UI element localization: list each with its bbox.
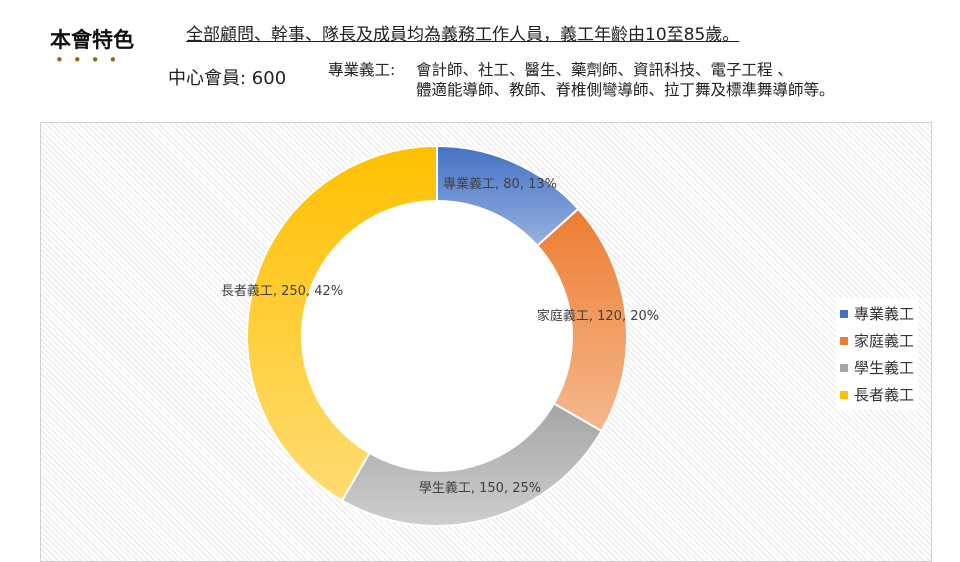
section-heading: 本會特色	[50, 28, 134, 52]
legend-label-professional: 專業義工	[854, 305, 915, 323]
data-label-family: 家庭義工, 120, 20%	[537, 308, 659, 324]
legend-item: 學生義工	[840, 354, 914, 381]
chart-legend: 專業義工 家庭義工 學生義工 長者義工	[836, 298, 919, 410]
legend-item: 專業義工	[840, 300, 914, 327]
legend-swatch-professional	[840, 309, 848, 318]
decorative-dots: ••••	[55, 51, 127, 69]
member-count: 中心會員: 600	[168, 68, 287, 89]
legend-swatch-family	[840, 336, 848, 345]
slice-elderly	[246, 144, 438, 502]
donut-hole	[303, 202, 571, 470]
legend-label-student: 學生義工	[854, 359, 915, 377]
legend-swatch-elderly	[840, 390, 848, 399]
legend-label-elderly: 長者義工	[854, 386, 915, 404]
volunteer-headline: 全部顧問、幹事、隊長及成員均為義務工作人員，義工年齡由10至85歲。	[186, 25, 740, 45]
legend-item: 家庭義工	[840, 327, 914, 354]
donut-chart: 專業義工, 80, 13% 家庭義工, 120, 20% 學生義工, 150, 25…	[221, 144, 659, 527]
professional-label: 專業義工:	[328, 61, 396, 79]
legend-item: 長者義工	[840, 381, 914, 408]
legend-swatch-student	[840, 363, 848, 372]
legend-label-family: 家庭義工	[854, 332, 915, 350]
data-label-student: 學生義工, 150, 25%	[419, 480, 541, 496]
professional-list-line2: 體適能導師、教師、脊椎側彎導師、拉丁舞及標準舞導師等。	[416, 81, 835, 99]
data-label-professional: 專業義工, 80, 13%	[443, 176, 557, 192]
professional-list-line1: 會計師、社工、醫生、藥劑師、資訊科技、電子工程 、	[416, 61, 793, 79]
data-label-elderly: 長者義工, 250, 42%	[221, 283, 343, 299]
